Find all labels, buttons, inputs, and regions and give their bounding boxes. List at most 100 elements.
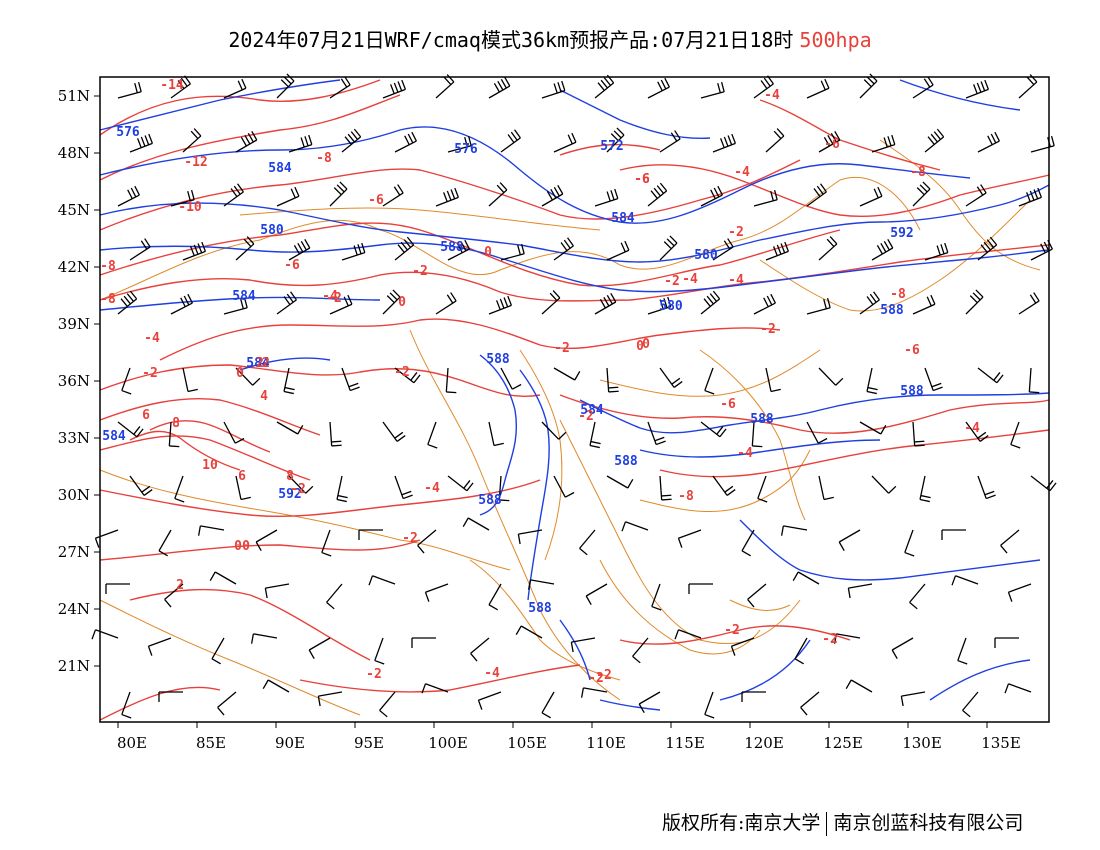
wind-barb <box>712 475 736 496</box>
wind-barb <box>209 571 237 585</box>
wind-barb <box>800 691 820 716</box>
barb-shaft <box>121 691 131 715</box>
barb-flag <box>190 246 195 256</box>
wind-barb <box>965 184 987 207</box>
temperature-label: 0 <box>484 245 492 260</box>
barb-shaft <box>276 421 299 435</box>
barb-flag <box>780 243 786 254</box>
barb-flag <box>1043 241 1050 252</box>
wind-barb <box>859 291 880 315</box>
barb-shaft <box>121 367 131 391</box>
barb-shaft <box>606 475 629 489</box>
wind-barb <box>283 367 295 395</box>
barb-flag <box>976 186 984 196</box>
barb-flag <box>211 658 221 665</box>
barb-flag <box>240 137 247 147</box>
barb-flag <box>499 499 510 502</box>
wind-barb <box>647 77 670 99</box>
barb-flag <box>190 130 199 140</box>
barb-flag <box>237 80 243 91</box>
barb-flag <box>927 136 935 145</box>
barb-flag <box>723 136 729 147</box>
barb-shaft <box>594 197 619 207</box>
barb-flag <box>411 131 417 142</box>
barb-flag <box>920 494 931 499</box>
lat-tick-label: 21N <box>58 657 90 675</box>
barb-flag <box>712 290 721 300</box>
barb-flag <box>931 382 942 388</box>
temperature-contour <box>99 79 381 136</box>
height-label: 584 <box>268 161 292 176</box>
barb-flag <box>133 426 141 435</box>
barb-shaft <box>965 296 984 315</box>
barb-flag <box>470 653 478 662</box>
barb-flag <box>250 633 255 644</box>
barb-shaft <box>518 529 543 535</box>
barb-flag <box>304 239 311 249</box>
barb-flag <box>624 240 630 251</box>
wind-barb <box>411 637 436 648</box>
wind-barb <box>308 637 331 659</box>
barb-flag <box>724 485 734 493</box>
barb-flag <box>244 135 251 145</box>
barb-flag <box>873 188 879 199</box>
wind-barb <box>500 129 521 153</box>
barb-flag <box>880 243 887 253</box>
barb-flag <box>914 440 925 443</box>
temperature-label: -2 <box>728 225 744 240</box>
wind-barb <box>780 525 808 536</box>
lat-tick-label: 24N <box>58 600 90 618</box>
barb-shaft <box>321 529 331 553</box>
temperature-contour <box>99 244 1050 302</box>
wind-barb <box>806 297 831 315</box>
boundary-line <box>639 449 811 513</box>
barb-flag <box>1029 74 1038 83</box>
barb-flag <box>800 707 808 716</box>
barb-flag <box>240 496 251 501</box>
wind-barb <box>730 637 755 656</box>
barb-flag <box>402 494 413 500</box>
wind-barb <box>527 579 555 590</box>
barb-flag <box>919 184 928 193</box>
barb-flag <box>829 236 838 245</box>
wind-barb <box>470 637 490 662</box>
temperature-label: 6 <box>142 408 150 423</box>
barb-flag <box>406 236 415 246</box>
barb-flag <box>553 83 558 94</box>
barb-shaft <box>447 475 468 492</box>
barb-flag <box>888 485 897 494</box>
barb-flag <box>255 541 262 551</box>
barb-flag <box>507 295 513 306</box>
barb-flag <box>493 442 504 447</box>
wind-barb <box>700 81 725 99</box>
wind-barb <box>435 292 457 315</box>
wind-barb <box>553 475 575 498</box>
wind-barb <box>500 367 522 390</box>
barb-flag <box>147 645 153 656</box>
barb-flag <box>454 187 460 198</box>
barb-flag <box>1040 243 1046 254</box>
boundary-line <box>99 176 921 301</box>
barb-flag <box>500 79 507 89</box>
temperature-label: 0 <box>636 339 644 354</box>
boundary-line <box>99 469 511 571</box>
barb-shaft <box>957 637 967 661</box>
wind-barb <box>659 130 681 153</box>
wind-barb <box>515 625 543 639</box>
barb-shaft <box>255 529 278 543</box>
wind-barb <box>747 583 767 608</box>
barb-shaft <box>606 367 610 392</box>
temperature-label: -2 <box>724 623 740 638</box>
lat-tick-label: 51N <box>58 87 90 105</box>
temperature-contour <box>99 686 221 721</box>
barb-flag <box>752 445 763 448</box>
temperature-label: 0 <box>398 295 406 310</box>
barb-shaft <box>394 140 417 153</box>
lon-tick-label: 85E <box>196 734 226 752</box>
barb-flag <box>511 383 522 390</box>
barb-flag <box>610 133 619 142</box>
barb-flag <box>667 296 672 307</box>
barb-flag <box>243 297 248 308</box>
wind-barb <box>674 629 702 640</box>
lon-tick-label: 80E <box>117 734 147 752</box>
